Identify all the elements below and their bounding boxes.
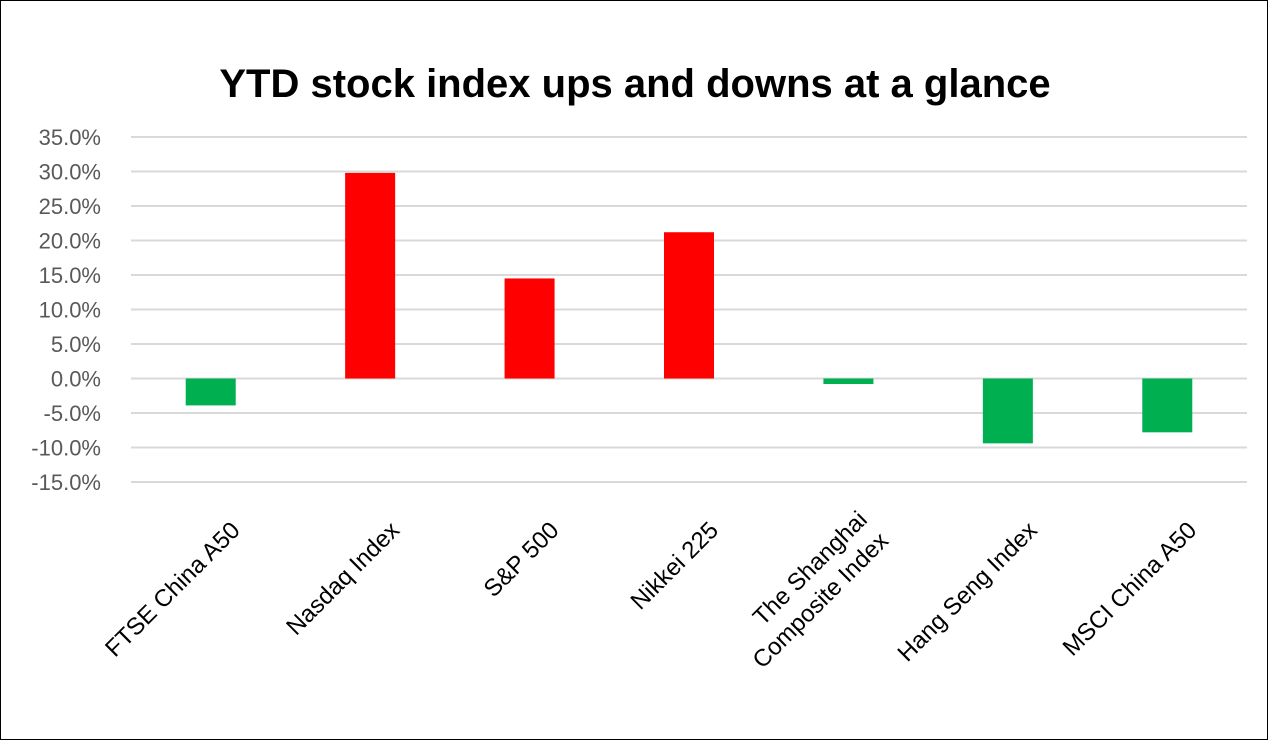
y-tick-label: -15.0%	[31, 470, 101, 495]
chart-title: YTD stock index ups and downs at a glanc…	[219, 62, 1050, 106]
bar	[823, 378, 874, 385]
x-tick-label: The ShanghaiComposite Index	[726, 506, 894, 674]
x-tick-label: S&P 500	[479, 517, 565, 603]
x-tick-label: Nasdaq Index	[281, 517, 405, 641]
y-axis-ticks: 35.0% 30.0% 25.0% 20.0% 15.0% 10.0% 5.0% 0.0% -5…	[31, 125, 101, 495]
y-tick-label: -10.0%	[31, 436, 101, 461]
y-tick-label: -5.0%	[44, 401, 101, 426]
bar	[504, 278, 555, 379]
y-tick-label: 5.0%	[51, 332, 101, 357]
y-tick-label: 10.0%	[39, 298, 101, 323]
bar	[1142, 378, 1193, 433]
bar	[982, 378, 1033, 444]
x-tick-label: FTSE China A50	[100, 517, 245, 662]
y-tick-label: 25.0%	[39, 194, 101, 219]
y-tick-label: 30.0%	[39, 160, 101, 185]
bar	[185, 378, 236, 406]
y-tick-label: 20.0%	[39, 229, 101, 254]
bar	[345, 172, 396, 379]
y-tick-label: 15.0%	[39, 263, 101, 288]
x-axis-labels: FTSE China A50 Nasdaq Index S&P 500 Nikkei …	[100, 506, 1202, 674]
y-tick-label: 35.0%	[39, 125, 101, 150]
bars	[185, 172, 1193, 444]
x-tick-label: MSCI China A50	[1058, 517, 1203, 662]
x-tick-label: Hang Seng Index	[893, 517, 1043, 667]
x-tick-label: Nikkei 225	[626, 517, 724, 615]
y-tick-label: 0.0%	[51, 367, 101, 392]
bar	[664, 232, 714, 379]
